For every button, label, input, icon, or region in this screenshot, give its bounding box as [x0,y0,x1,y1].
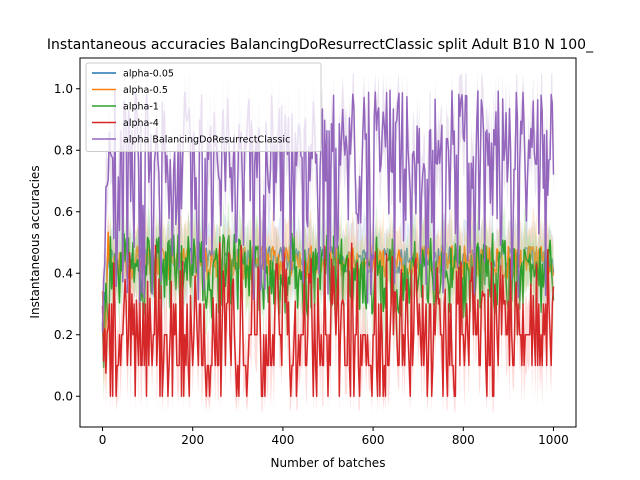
x-tick-label: 800 [452,433,475,447]
series-band-1 [102,203,554,392]
plot-frame [79,57,577,428]
y-tick-label: 0.8 [54,143,73,157]
y-axis-label: Instantaneous accuracies [28,165,42,318]
legend-label: alpha-0.05 [123,69,174,80]
legend-label: alpha-1 [123,102,159,113]
legend-label: alpha-0.5 [123,85,168,96]
plot-area [101,73,555,412]
x-tick-label: 200 [181,433,204,447]
x-tick-label: 1000 [538,433,569,447]
series-line-3 [101,242,555,398]
series-line-4 [101,89,555,332]
x-tick-label: 600 [362,433,385,447]
x-tick-label: 400 [271,433,294,447]
legend-label: alpha BalancingDoResurrectClassic [123,135,290,146]
x-tick-label: 0 [99,433,107,447]
legend: alpha-0.05 alpha-0.5 alpha-1 alpha-4 alpha B… [85,62,322,152]
legend-label: alpha-4 [123,118,159,129]
y-tick-label: 1.0 [54,82,73,96]
series-band-2 [102,193,554,404]
chart-title: Instantaneous accuracies BalancingDoResu… [47,37,594,53]
legend-box [85,62,322,152]
x-axis: 0 200 400 600 800 1000 [99,427,569,447]
x-axis-label: Number of batches [271,456,386,470]
y-axis: 0.0 0.2 0.4 0.6 0.8 1.0 [54,82,80,403]
y-tick-label: 0.4 [54,266,73,280]
y-tick-label: 0.0 [54,389,73,403]
y-tick-label: 0.2 [54,328,73,342]
y-tick-label: 0.6 [54,205,73,219]
